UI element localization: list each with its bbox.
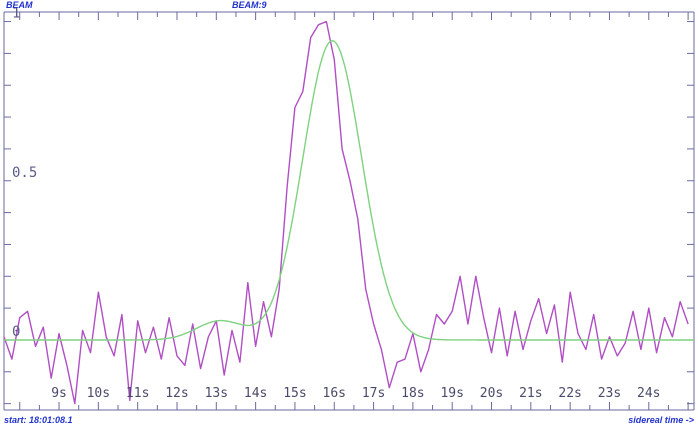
fit-curve-line (4, 40, 694, 341)
x-tick-label: 16s (323, 386, 346, 401)
x-tick-label: 20s (480, 386, 503, 401)
measured-signal-line (3, 20, 689, 405)
y-axis-tick-labels: 00.51 (12, 6, 37, 340)
beam-number-label: BEAM:9 (232, 0, 267, 10)
y-tick-label: 0.5 (12, 165, 37, 181)
x-tick-label: 10s (87, 386, 110, 401)
sidereal-time-label: sidereal time -> (628, 415, 695, 425)
x-tick-label: 17s (362, 386, 385, 401)
x-tick-label: 19s (440, 386, 463, 401)
x-tick-label: 23s (598, 386, 621, 401)
x-tick-label: 18s (401, 386, 424, 401)
x-tick-label: 22s (558, 386, 581, 401)
x-axis-tick-labels: 9s 10s 11s 12s 13s 14s 15s 16s 17s 18s 19s 20s 21s 22… (51, 386, 660, 401)
start-time-label: start: 18:01:08.1 (4, 415, 73, 425)
x-tick-label: 13s (205, 386, 228, 401)
x-tick-label: 24s (637, 386, 660, 401)
data-series (3, 20, 694, 405)
x-tick-label: 9s (51, 386, 67, 401)
x-tick-label: 12s (165, 386, 188, 401)
beam-label: BEAM (6, 0, 33, 10)
x-tick-label: 14s (244, 386, 267, 401)
y-tick-label: 0 (12, 324, 20, 340)
x-tick-label: 11s (126, 386, 149, 401)
y-tick-label: 1 (12, 6, 20, 22)
x-axis-ticks (19, 12, 689, 410)
x-tick-label: 21s (519, 386, 542, 401)
x-tick-label: 15s (283, 386, 306, 401)
plot-frame (3, 11, 695, 411)
